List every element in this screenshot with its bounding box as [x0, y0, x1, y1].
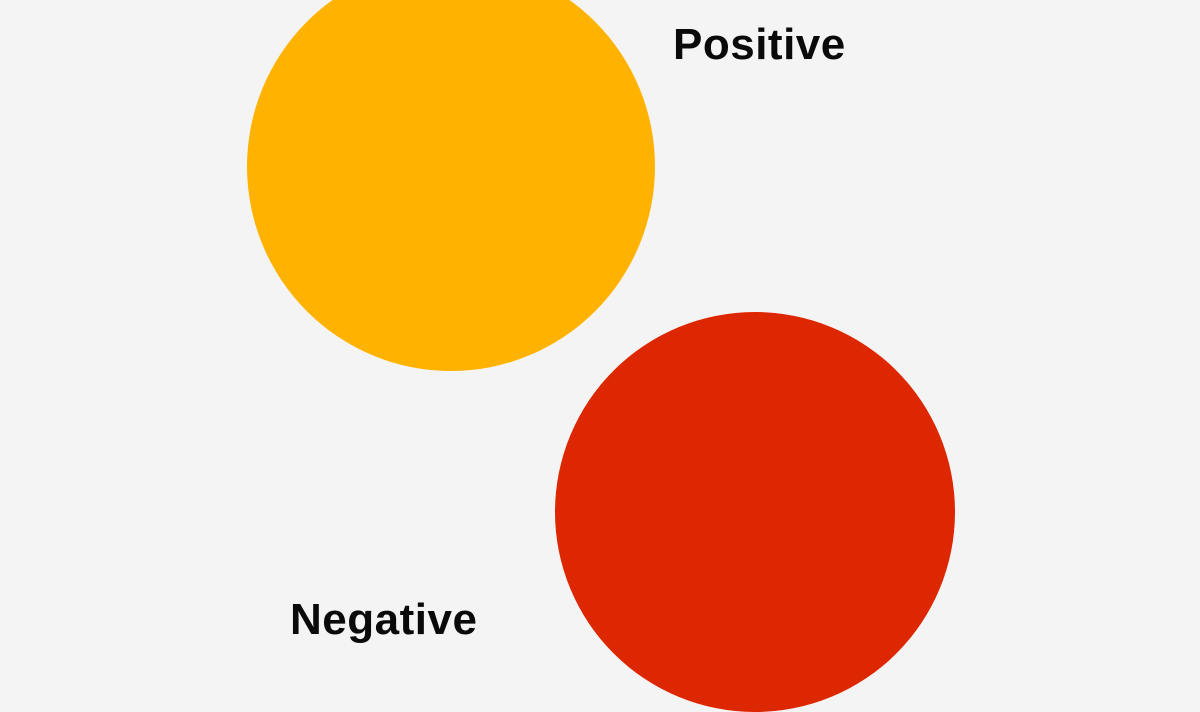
negative-label: Negative: [290, 595, 478, 644]
negative-circle: [555, 312, 955, 712]
positive-label: Positive: [673, 20, 846, 69]
positive-circle: [247, 0, 655, 371]
